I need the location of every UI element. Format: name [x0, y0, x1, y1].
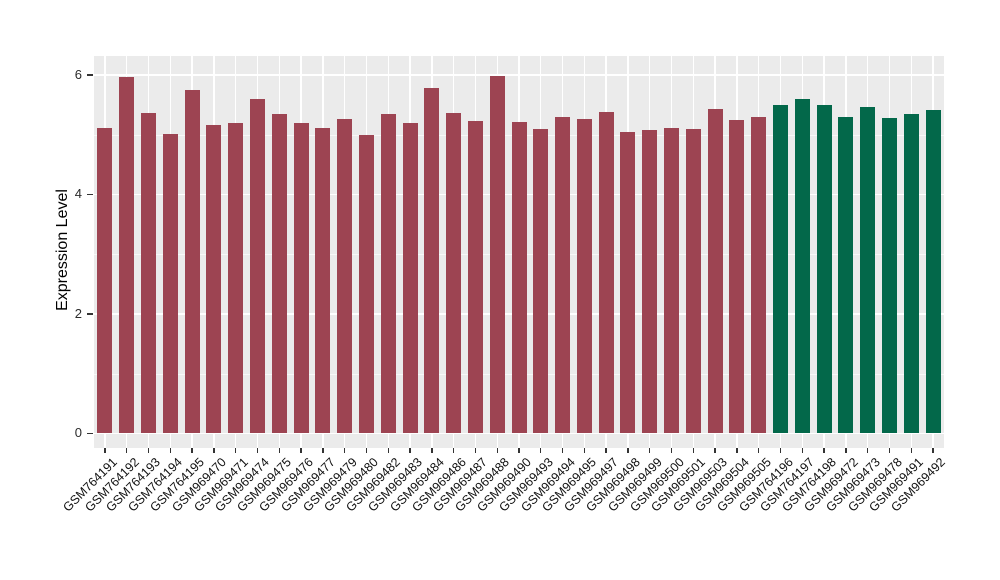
y-tick-mark [87, 74, 93, 76]
bar-GSM969498 [620, 132, 636, 434]
x-tick-mark [365, 448, 368, 453]
bar-GSM969493 [533, 129, 549, 434]
x-tick-mark [540, 448, 542, 453]
bar-GSM969504 [729, 119, 745, 434]
bar-GSM969482 [380, 114, 396, 434]
x-tick-mark [627, 448, 629, 453]
bar-GSM969488 [489, 75, 505, 434]
bar-GSM969478 [882, 117, 897, 434]
bar-GSM969477 [315, 127, 331, 434]
y-tick-label: 4 [74, 186, 82, 202]
bar-GSM764193 [140, 112, 156, 434]
y-axis-title: Expression Level [54, 189, 71, 311]
x-tick-mark [910, 448, 912, 453]
x-tick-mark [474, 448, 477, 453]
bar-GSM969495 [576, 118, 592, 434]
x-tick-mark [583, 448, 586, 453]
x-tick-mark [452, 448, 455, 453]
plot-panel [94, 56, 944, 448]
x-tick-mark [714, 448, 716, 453]
bar-GSM764196 [773, 105, 789, 434]
x-tick-mark [801, 448, 804, 453]
x-tick-mark [387, 448, 389, 453]
x-tick-mark [147, 448, 150, 453]
bar-GSM969499 [642, 129, 658, 434]
x-tick-mark [888, 448, 891, 453]
x-tick-mark [409, 448, 411, 453]
bar-GSM969486 [446, 112, 462, 434]
bar-GSM969471 [228, 122, 244, 434]
bar-GSM969474 [249, 98, 265, 434]
x-tick-mark [300, 448, 302, 453]
x-tick-mark [169, 448, 171, 453]
x-tick-mark [649, 448, 651, 453]
bar-GSM969470 [206, 124, 222, 434]
y-tick-mark [87, 193, 93, 196]
bar-GSM969491 [903, 113, 919, 434]
x-tick-mark [561, 448, 564, 453]
bar-GSM969480 [358, 135, 374, 434]
x-tick-mark [234, 448, 237, 453]
bar-GSM764198 [816, 105, 832, 434]
bar-GSM969500 [664, 127, 680, 434]
x-tick-mark [213, 448, 215, 453]
bar-GSM969484 [424, 88, 440, 434]
bar-GSM764191 [97, 128, 113, 434]
x-tick-mark [125, 448, 128, 453]
bar-GSM764195 [184, 89, 200, 434]
x-tick-mark [343, 448, 346, 453]
bar-GSM969472 [838, 117, 854, 434]
y-tick-mark [87, 432, 93, 434]
bar-GSM969505 [751, 117, 767, 434]
x-tick-mark [670, 448, 673, 453]
y-tick-label: 0 [74, 425, 82, 441]
bar-GSM969483 [402, 123, 418, 434]
x-tick-mark [256, 448, 259, 453]
x-tick-mark [845, 448, 847, 453]
x-tick-mark [605, 448, 607, 453]
bar-GSM969492 [925, 109, 941, 434]
bar-GSM764194 [162, 134, 178, 434]
x-tick-mark [758, 448, 760, 453]
bar-GSM969497 [598, 112, 614, 434]
x-tick-mark [496, 448, 498, 453]
bar-GSM969487 [467, 120, 483, 434]
x-tick-mark [692, 448, 695, 453]
x-tick-mark [779, 448, 782, 453]
bar-GSM969475 [271, 113, 287, 434]
x-tick-mark [191, 448, 193, 453]
bar-GSM969479 [337, 119, 353, 434]
bar-GSM969490 [511, 121, 527, 434]
bar-GSM969494 [555, 116, 571, 434]
x-tick-mark [736, 448, 738, 453]
y-tick-label: 6 [74, 66, 82, 82]
bar-GSM764192 [119, 76, 135, 434]
x-tick-mark [104, 448, 106, 453]
x-tick-mark [431, 448, 433, 453]
bar-GSM969501 [685, 129, 701, 434]
x-tick-mark [823, 448, 825, 453]
y-tick-label: 2 [74, 305, 82, 321]
bar-GSM969473 [860, 107, 876, 434]
x-tick-mark [867, 448, 869, 453]
x-tick-mark [932, 448, 934, 453]
y-tick-mark [87, 313, 93, 315]
bar-GSM969476 [293, 123, 309, 434]
bar-GSM764197 [794, 98, 810, 434]
x-tick-mark [518, 448, 520, 453]
x-tick-mark [278, 448, 280, 453]
x-tick-mark [322, 448, 324, 453]
bar-GSM969503 [707, 109, 723, 434]
